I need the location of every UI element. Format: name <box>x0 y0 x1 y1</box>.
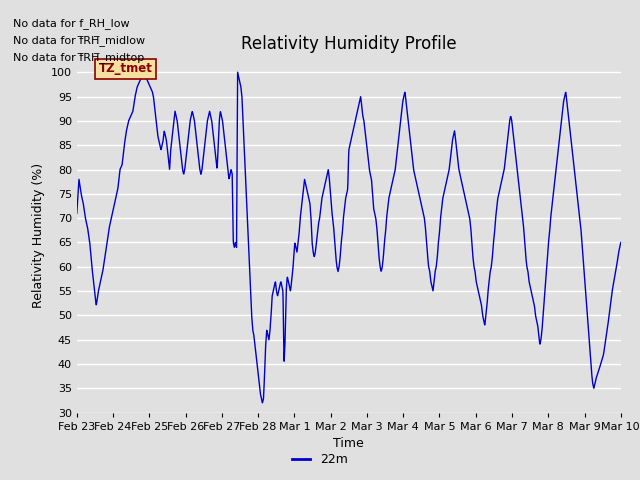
Legend: 22m: 22m <box>287 448 353 471</box>
Text: No data for f̅RH̅_midlow: No data for f̅RH̅_midlow <box>13 35 145 46</box>
Title: Relativity Humidity Profile: Relativity Humidity Profile <box>241 35 456 53</box>
X-axis label: Time: Time <box>333 437 364 450</box>
Y-axis label: Relativity Humidity (%): Relativity Humidity (%) <box>33 163 45 308</box>
Text: TZ_tmet: TZ_tmet <box>99 62 152 75</box>
Text: No data for f_RH_low: No data for f_RH_low <box>13 18 129 29</box>
Text: No data for f̅RH̅_midtop: No data for f̅RH̅_midtop <box>13 52 144 63</box>
